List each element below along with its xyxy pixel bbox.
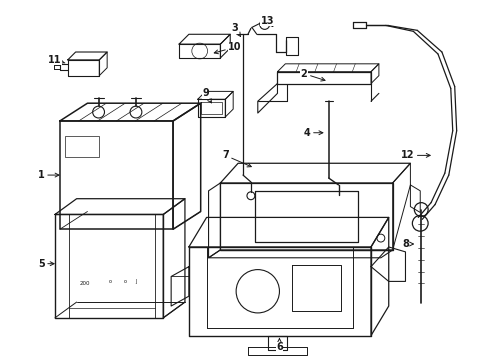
- Text: 9: 9: [202, 88, 211, 103]
- Text: 6: 6: [276, 338, 282, 352]
- Text: 13: 13: [261, 15, 274, 27]
- Text: o: o: [123, 279, 126, 284]
- Text: o: o: [109, 279, 112, 284]
- Bar: [65, 136, 99, 157]
- Text: 10: 10: [214, 42, 242, 54]
- Text: 3: 3: [231, 23, 240, 36]
- Text: 2: 2: [300, 69, 325, 81]
- Text: 12: 12: [400, 150, 429, 161]
- Text: 5: 5: [38, 259, 54, 269]
- Text: 7: 7: [222, 150, 251, 167]
- Text: 11: 11: [48, 55, 65, 65]
- Text: 4: 4: [303, 128, 322, 138]
- Text: 1: 1: [38, 170, 59, 180]
- Text: J: J: [136, 279, 137, 284]
- Text: 200: 200: [80, 281, 90, 286]
- Text: 8: 8: [401, 239, 412, 249]
